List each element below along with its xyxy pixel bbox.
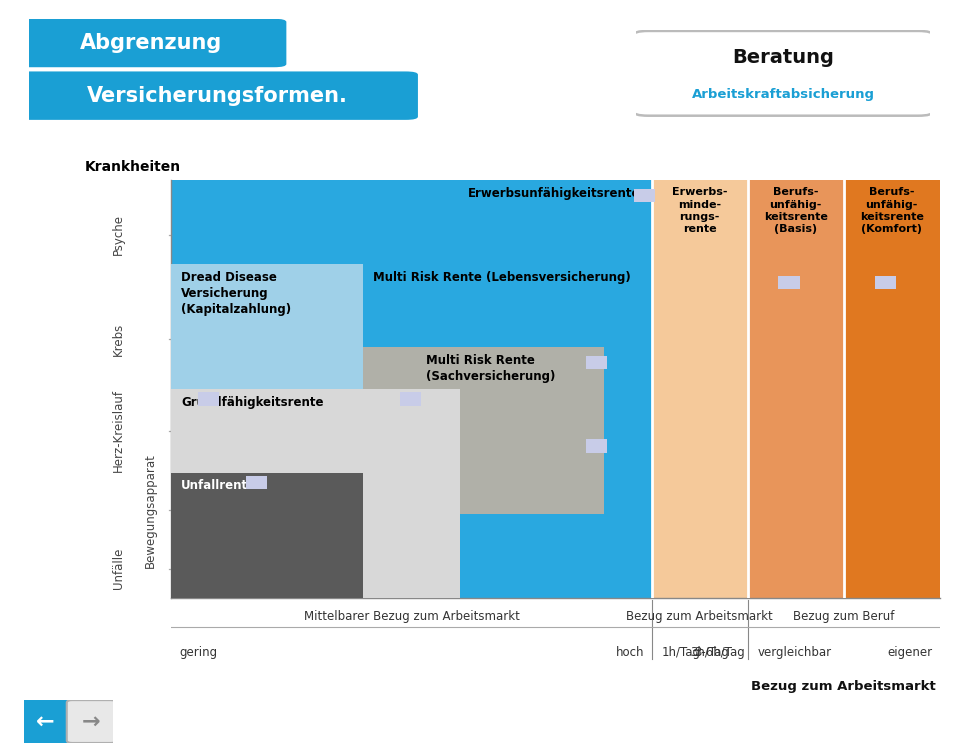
FancyBboxPatch shape <box>67 700 116 743</box>
Text: →: → <box>82 711 101 732</box>
Bar <box>651 180 747 598</box>
Bar <box>246 476 267 490</box>
Text: Erwerbs-
minde-
rungs-
rente: Erwerbs- minde- rungs- rente <box>671 187 727 235</box>
FancyBboxPatch shape <box>17 71 418 120</box>
Text: Krankheiten: Krankheiten <box>85 160 181 174</box>
FancyBboxPatch shape <box>17 19 286 67</box>
Text: gering: gering <box>179 647 217 660</box>
Text: Herz-Kreislauf: Herz-Kreislauf <box>111 390 125 472</box>
Bar <box>171 473 363 598</box>
Bar <box>363 347 603 514</box>
FancyBboxPatch shape <box>21 700 70 743</box>
Text: ←: ← <box>36 711 55 732</box>
Text: Beratung: Beratung <box>732 48 833 67</box>
Text: Unfallrente: Unfallrente <box>181 479 256 493</box>
FancyBboxPatch shape <box>633 31 932 116</box>
Text: Bezug zum Beruf: Bezug zum Beruf <box>792 611 894 623</box>
Text: hoch: hoch <box>615 647 644 660</box>
Bar <box>586 356 606 369</box>
Text: Multi Risk Rente
(Sachversicherung): Multi Risk Rente (Sachversicherung) <box>425 354 555 383</box>
Text: Berufs-
unfähig-
keitsrente
(Basis): Berufs- unfähig- keitsrente (Basis) <box>763 187 826 235</box>
Text: Grundfähigkeitsrente: Grundfähigkeitsrente <box>181 396 323 409</box>
Bar <box>198 393 219 406</box>
Text: eigener: eigener <box>886 647 931 660</box>
Text: vergleichbar: vergleichbar <box>757 647 830 660</box>
Text: Unfälle: Unfälle <box>111 548 125 590</box>
Text: Abgrenzung: Abgrenzung <box>80 33 222 53</box>
Bar <box>843 180 939 598</box>
Bar <box>778 276 799 289</box>
Bar <box>747 180 843 598</box>
Text: 3h/Tag: 3h/Tag <box>689 647 728 660</box>
Text: 1h/Tag: 1h/Tag <box>660 647 699 660</box>
Bar <box>634 189 655 202</box>
Text: Arbeitskraftabsicherung: Arbeitskraftabsicherung <box>691 89 873 102</box>
Text: Mittelbarer Bezug zum Arbeitsmarkt: Mittelbarer Bezug zum Arbeitsmarkt <box>303 611 519 623</box>
Bar <box>363 264 651 514</box>
Text: Berufs-
unfähig-
keitsrente
(Komfort): Berufs- unfähig- keitsrente (Komfort) <box>859 187 923 235</box>
Bar <box>171 390 459 598</box>
Text: Bewegungsapparat: Bewegungsapparat <box>144 453 156 568</box>
Text: Bezug zum Arbeitsmarkt: Bezug zum Arbeitsmarkt <box>626 611 773 623</box>
Bar <box>873 276 895 289</box>
Text: Bezug zum Arbeitsmarkt: Bezug zum Arbeitsmarkt <box>751 681 935 693</box>
Text: 3-6h/Tag: 3-6h/Tag <box>693 647 744 660</box>
Bar <box>586 439 606 453</box>
Text: Krebs: Krebs <box>111 323 125 356</box>
Text: Psyche: Psyche <box>111 214 125 255</box>
Text: Multi Risk Rente (Lebensversicherung): Multi Risk Rente (Lebensversicherung) <box>373 271 630 284</box>
Bar <box>171 264 363 514</box>
Text: Versicherungsformen.: Versicherungsformen. <box>87 86 347 105</box>
Bar <box>171 180 651 598</box>
Bar <box>400 393 421 406</box>
Text: Erwerbsunfähigkeitsrente: Erwerbsunfähigkeitsrente <box>467 187 640 200</box>
Text: Dread Disease
Versicherung
(Kapitalzahlung): Dread Disease Versicherung (Kapitalzahlu… <box>181 271 290 316</box>
